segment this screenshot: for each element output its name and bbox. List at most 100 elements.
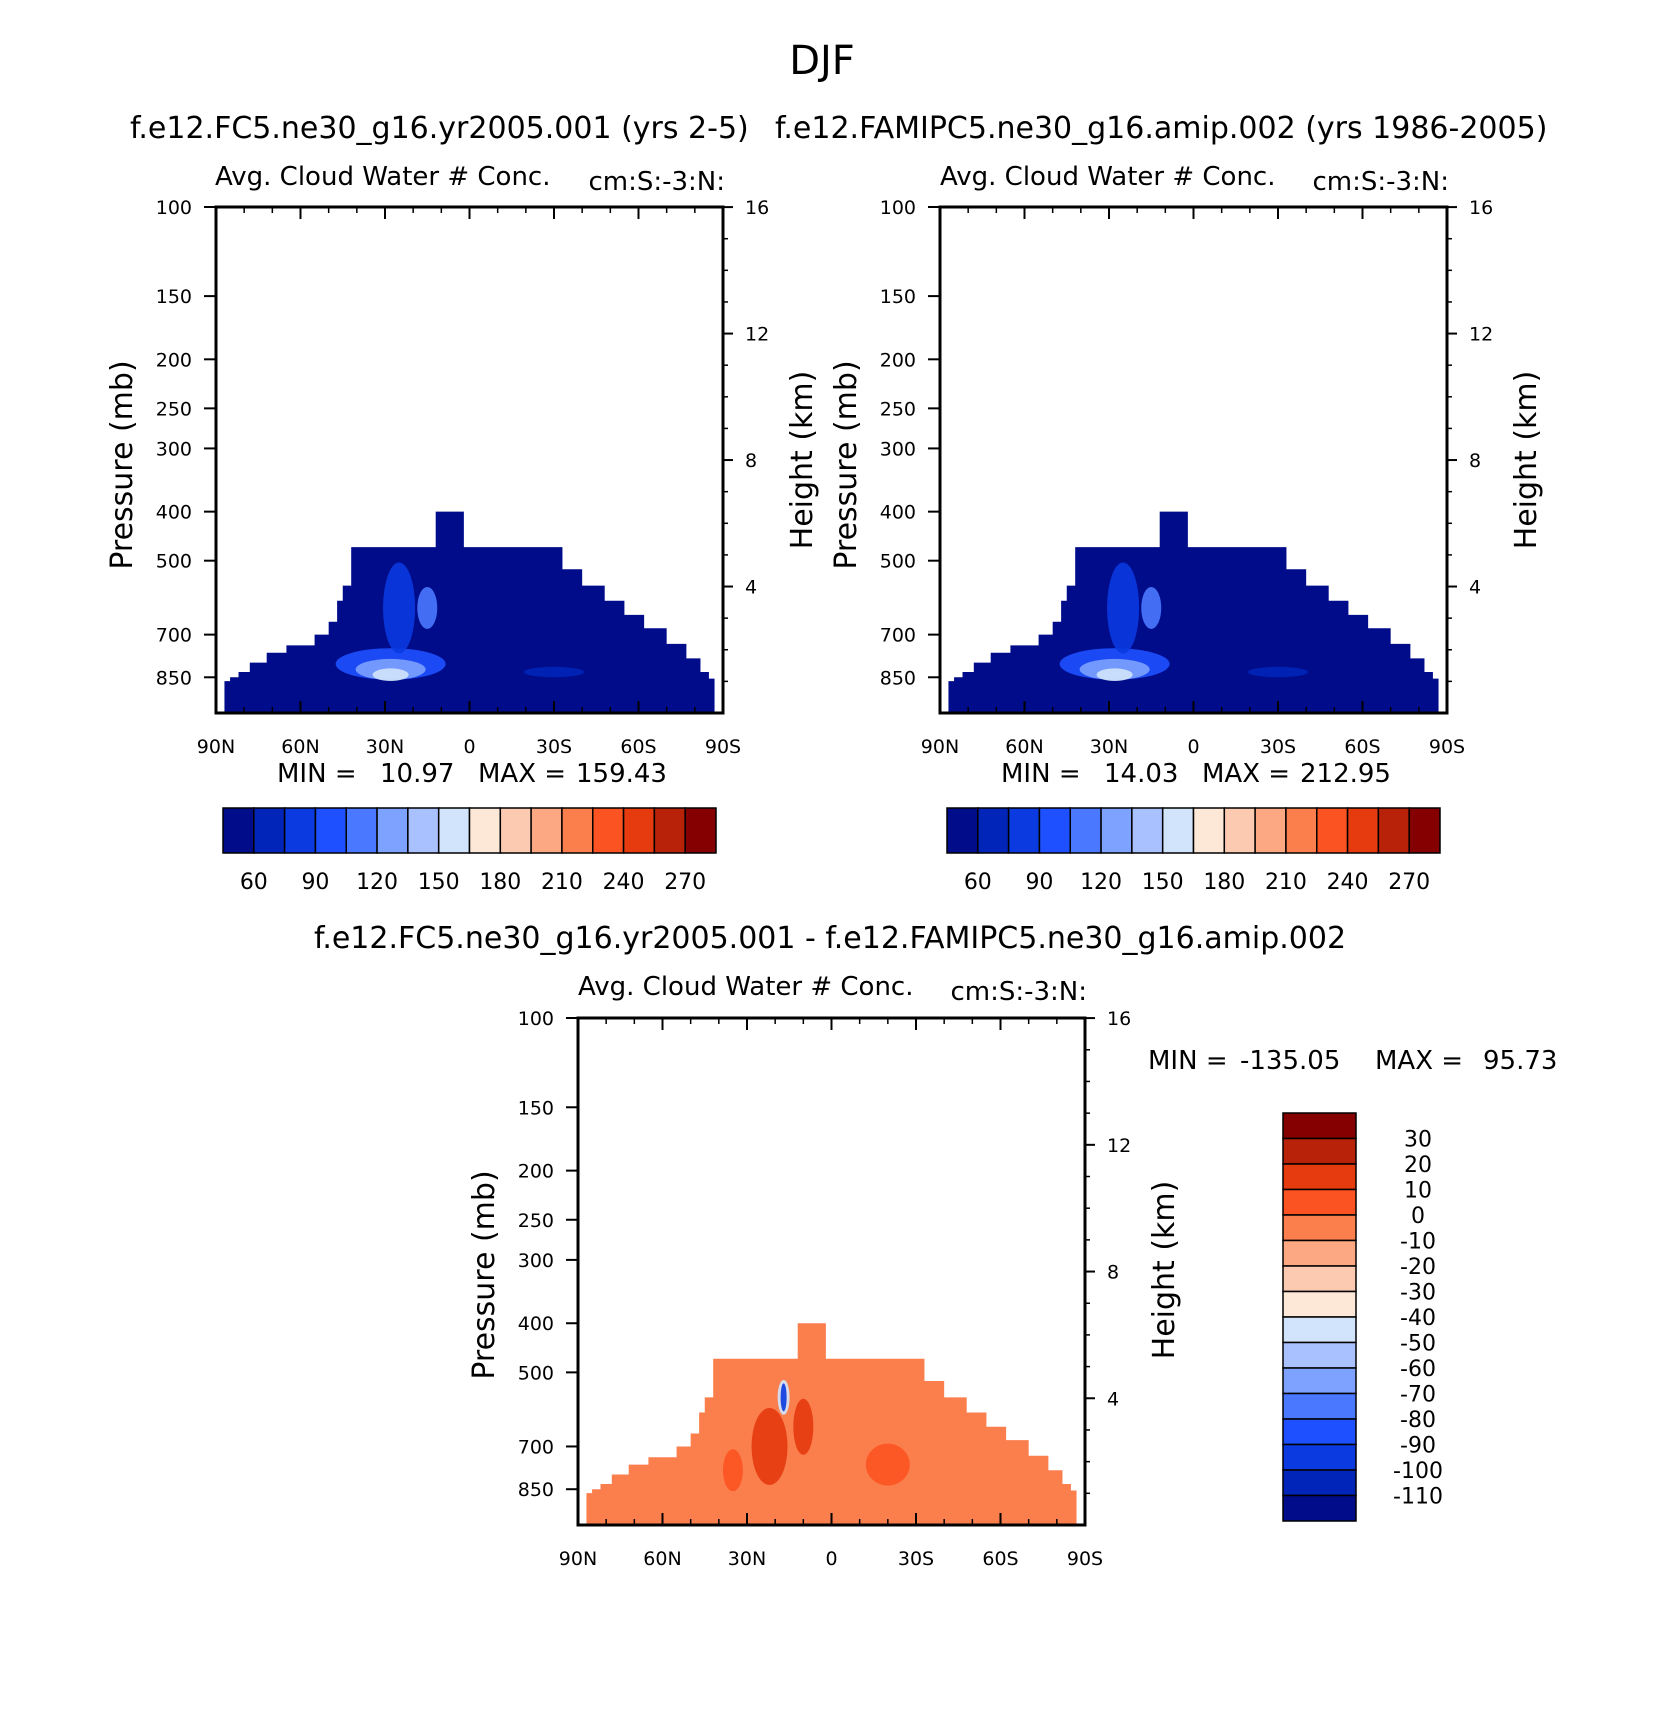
y-right-tick-label: 16 — [1107, 1008, 1131, 1030]
y-tick-label: 300 — [518, 1250, 554, 1272]
x-tick-label: 90S — [1067, 1548, 1103, 1570]
colorbar-box — [314, 807, 347, 854]
contour-region — [1107, 562, 1140, 654]
colorbar-box — [376, 807, 409, 854]
field-fill — [224, 511, 715, 713]
contour-region — [865, 1443, 910, 1486]
panel-2-max-value: 212.95 — [1300, 759, 1391, 789]
panel-2-case-title: f.e12.FAMIPC5.ne30_g16.amip.002 (yrs 198… — [775, 111, 1547, 146]
y-tick-label: 250 — [156, 398, 192, 420]
y-right-tick-label: 4 — [745, 577, 757, 599]
colorbar-box — [1282, 1443, 1357, 1471]
y-right-tick-label: 12 — [1107, 1135, 1131, 1157]
contour-region — [780, 1383, 787, 1412]
contour-region — [417, 586, 438, 629]
colorbar-label: 210 — [1265, 870, 1307, 895]
colorbar-box — [1282, 1290, 1357, 1318]
y-tick-label: 100 — [880, 197, 916, 219]
panel-3-field-title: Avg. Cloud Water # Conc. — [578, 972, 914, 1002]
contour-region — [793, 1398, 814, 1455]
colorbar-label: -100 — [1393, 1459, 1443, 1484]
y-tick-label: 150 — [518, 1097, 554, 1119]
y-right-tick-label: 16 — [745, 197, 769, 219]
panel-2-units-title: cm:S:-3:N: — [1312, 167, 1449, 197]
colorbar-label: 180 — [479, 870, 521, 895]
colorbar-box — [561, 807, 594, 854]
x-tick-label: 60N — [643, 1548, 681, 1570]
colorbar-label: 60 — [240, 870, 268, 895]
colorbar-box — [1161, 807, 1195, 854]
colorbar-label: 90 — [1025, 870, 1053, 895]
colorbar-box — [1377, 807, 1410, 854]
panel-1-ylabel: Pressure (mb) — [105, 360, 140, 569]
panel-3-max-value: 95.73 — [1483, 1046, 1557, 1076]
panel-3-max-label: MAX = — [1375, 1046, 1463, 1076]
colorbar-label: -60 — [1400, 1357, 1436, 1382]
y-tick-label: 400 — [518, 1313, 554, 1335]
x-tick-label: 0 — [1187, 736, 1199, 758]
colorbar-box — [1282, 1239, 1357, 1267]
x-tick-label: 90N — [197, 736, 235, 758]
y-tick-label: 100 — [518, 1008, 554, 1030]
y-tick-label: 500 — [518, 1362, 554, 1384]
colorbar-label: -10 — [1400, 1230, 1436, 1255]
colorbar-box — [283, 807, 317, 854]
y-tick-label: 200 — [880, 349, 916, 371]
colorbar-box — [345, 807, 378, 854]
panel-1-units-title: cm:S:-3:N: — [588, 167, 725, 197]
colorbar-label: 20 — [1404, 1153, 1432, 1178]
colorbar-box — [1282, 1137, 1357, 1165]
y-right-tick-label: 12 — [745, 324, 769, 346]
colorbar-box — [1038, 807, 1071, 854]
colorbar-box — [1282, 1112, 1357, 1140]
panel-1-min-value: 10.97 — [380, 759, 454, 789]
colorbar-label: -50 — [1400, 1332, 1436, 1357]
x-tick-label: 60N — [281, 736, 319, 758]
y-tick-label: 200 — [518, 1161, 554, 1183]
x-tick-label: 30S — [1260, 736, 1296, 758]
x-tick-label: 30N — [1090, 736, 1128, 758]
y-right-tick-label: 8 — [745, 450, 757, 472]
x-tick-label: 30S — [898, 1548, 934, 1570]
colorbar-label: 210 — [541, 870, 583, 895]
x-tick-label: 90N — [921, 736, 959, 758]
contour-region — [1096, 668, 1133, 681]
colorbar-box — [653, 807, 686, 854]
panel-3-ylabel-right: Height (km) — [1147, 1181, 1182, 1360]
colorbar-label: 240 — [603, 870, 645, 895]
field-fill — [586, 1323, 1077, 1525]
x-tick-label: 30N — [728, 1548, 766, 1570]
y-right-tick-label: 16 — [1469, 197, 1493, 219]
colorbar-box — [1346, 807, 1380, 854]
y-tick-label: 850 — [518, 1479, 554, 1501]
contour-region — [383, 562, 416, 654]
contour-region — [372, 668, 409, 681]
colorbar-box — [622, 807, 656, 854]
panel-1-field-title: Avg. Cloud Water # Conc. — [215, 162, 551, 192]
y-right-tick-label: 8 — [1469, 450, 1481, 472]
colorbar-box — [1282, 1188, 1357, 1216]
x-tick-label: 60N — [1005, 736, 1043, 758]
colorbar-label: -110 — [1393, 1485, 1443, 1510]
colorbar-label: -40 — [1400, 1306, 1436, 1331]
colorbar-box — [253, 807, 286, 854]
colorbar-label: -30 — [1400, 1281, 1436, 1306]
y-tick-label: 250 — [880, 398, 916, 420]
y-tick-label: 850 — [156, 667, 192, 689]
colorbar-box — [1282, 1163, 1357, 1191]
colorbar-label: -70 — [1400, 1383, 1436, 1408]
colorbar-label: 10 — [1404, 1179, 1432, 1204]
panel-3: f.e12.FC5.ne30_g16.yr2005.001 - f.e12.FA… — [314, 921, 1558, 1570]
y-tick-label: 150 — [880, 286, 916, 308]
colorbar-box — [1408, 807, 1441, 854]
colorbar-box — [1069, 807, 1102, 854]
colorbar-label: -20 — [1400, 1255, 1436, 1280]
panel-1: f.e12.FC5.ne30_g16.yr2005.001 (yrs 2-5) … — [105, 111, 820, 895]
colorbar-box — [1223, 807, 1256, 854]
colorbar-box — [530, 807, 563, 854]
colorbar-box — [1282, 1469, 1357, 1497]
x-tick-label: 30N — [366, 736, 404, 758]
y-right-tick-label: 4 — [1469, 577, 1481, 599]
panel-2-max-label: MAX = — [1202, 759, 1290, 789]
panel-3-ylabel: Pressure (mb) — [467, 1170, 502, 1379]
